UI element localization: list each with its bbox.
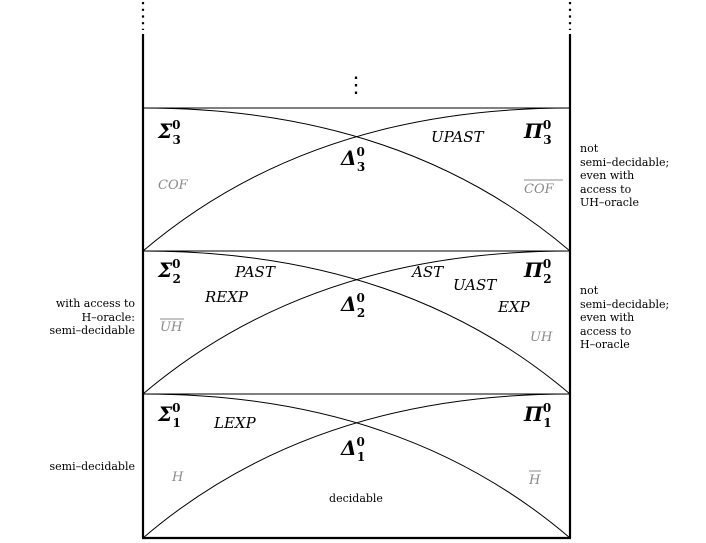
arc-sigma3-boundary	[142, 107, 571, 252]
delta1-label: Δ0 1	[340, 435, 365, 464]
level3-right-annotation: not semi–decidable; even with access to …	[580, 142, 670, 209]
arc-sigma1-boundary	[142, 393, 571, 539]
class-cof-complement: COF	[524, 182, 555, 197]
arc-pi3-boundary	[142, 107, 571, 252]
level1-center-annotation: decidable	[329, 492, 383, 505]
class-uast: UAST	[453, 276, 497, 294]
sigma3-label: Σ0 3	[157, 118, 181, 147]
pi2-label: Π0 2	[523, 257, 552, 286]
class-uh: UH	[530, 330, 553, 345]
class-lexp: LEXP	[213, 414, 257, 432]
arc-sigma2-boundary	[142, 250, 571, 395]
level1-left-annotation: semi–decidable	[49, 460, 135, 473]
sigma1-label: Σ0 1	[157, 401, 181, 430]
delta3-label: Δ0 3	[340, 145, 365, 174]
delta2-label: Δ0 2	[340, 291, 365, 320]
arc-pi1-boundary	[142, 393, 571, 539]
pi3-label: Π0 3	[523, 118, 552, 147]
class-h: H	[171, 470, 184, 485]
level2-left-annotation: with access to H–oracle: semi–decidable	[49, 297, 135, 337]
pi1-label: Π0 1	[523, 401, 552, 430]
class-ast: AST	[410, 263, 444, 281]
class-rexp: REXP	[204, 288, 249, 306]
center-vertical-dots: ⋮	[345, 73, 367, 98]
class-past: PAST	[234, 263, 276, 281]
level2-right-annotation: not semi–decidable; even with access to …	[580, 284, 670, 351]
class-uh-complement: UH	[160, 320, 183, 335]
arc-pi2-boundary	[142, 250, 571, 395]
class-exp: EXP	[497, 298, 531, 316]
class-h-complement: H	[528, 473, 541, 488]
class-cof: COF	[158, 178, 189, 193]
class-upast: UPAST	[431, 128, 484, 146]
sigma2-label: Σ0 2	[157, 257, 181, 286]
